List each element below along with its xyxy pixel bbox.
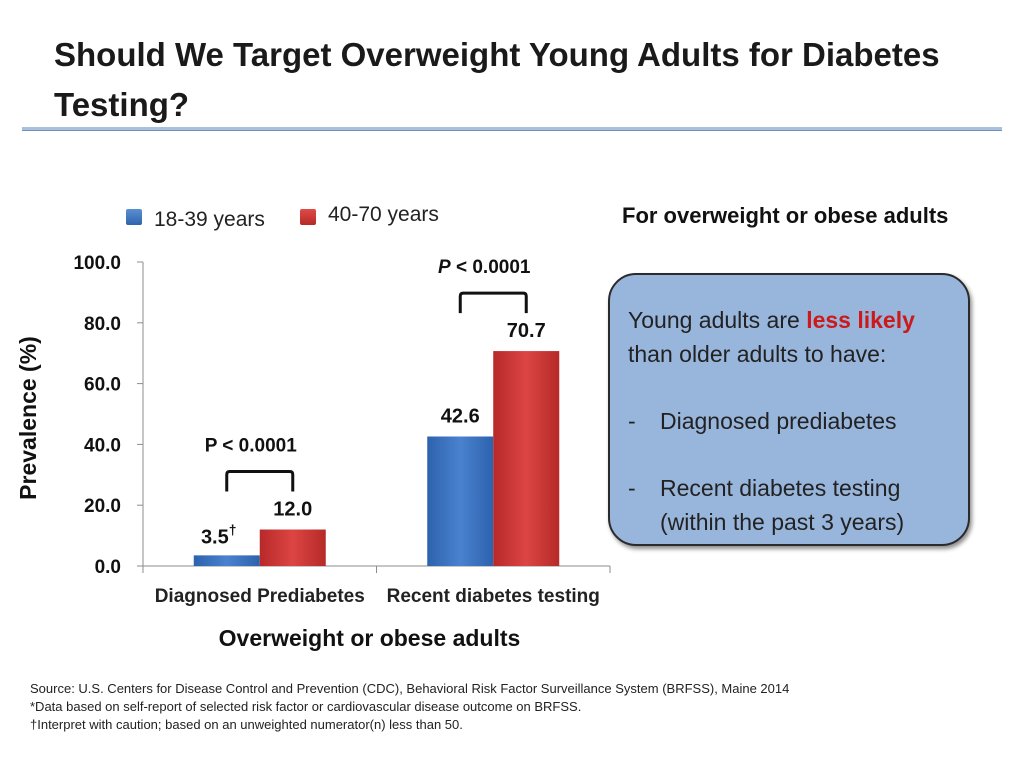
legend-label-18-39: 18-39 years bbox=[154, 208, 265, 231]
legend-label-40-70: 40-70 years bbox=[328, 203, 439, 226]
legend-swatch-red bbox=[300, 209, 316, 225]
footnote-self-report: *Data based on self-report of selected r… bbox=[30, 699, 582, 714]
y-axis-title: Prevalence (%) bbox=[15, 336, 41, 500]
bar-value-label: 42.6 bbox=[441, 405, 480, 427]
callout-intro-tail: than older adults to have: bbox=[628, 341, 887, 367]
bar-older-prediabetes bbox=[259, 529, 326, 566]
footnote-source: Source: U.S. Centers for Disease Control… bbox=[30, 681, 790, 696]
sidebar-heading: For overweight or obese adults bbox=[622, 203, 949, 228]
callout-intro: Young adults are less likely than older … bbox=[628, 303, 950, 371]
y-tick-label: 80.0 bbox=[84, 314, 121, 335]
bar-value-label: 12.0 bbox=[273, 499, 312, 521]
y-tick-label: 20.0 bbox=[84, 496, 121, 517]
bar-older-testing bbox=[493, 351, 560, 566]
summary-callout: Young adults are less likely than older … bbox=[608, 273, 970, 546]
bullet-text: Recent diabetes testing (within the past… bbox=[660, 475, 905, 535]
bar-value-label: 3.5† bbox=[201, 521, 237, 548]
p-symbol: P bbox=[438, 257, 451, 278]
footnote-caution: †Interpret with caution; based on an unw… bbox=[30, 717, 463, 732]
title-divider bbox=[22, 127, 1002, 131]
y-tick-label: 100.0 bbox=[73, 253, 121, 274]
legend-swatch-blue bbox=[126, 209, 142, 225]
significance-bracket bbox=[225, 470, 295, 492]
p-text: < 0.0001 bbox=[217, 436, 297, 457]
bullet-dash: - bbox=[628, 408, 636, 434]
y-tick-label: 0.0 bbox=[95, 557, 121, 578]
callout-bullet: - Recent diabetes testing (within the pa… bbox=[628, 471, 950, 539]
legend-item-40-70: 40-70 years bbox=[300, 203, 439, 229]
x-axis-title: Overweight or obese adults bbox=[219, 625, 521, 651]
callout-emphasis: less likely bbox=[806, 307, 915, 333]
x-tick-label: Recent diabetes testing bbox=[387, 586, 600, 607]
dagger-mark: † bbox=[229, 521, 237, 537]
y-tick-label: 60.0 bbox=[84, 375, 121, 396]
callout-intro-text: Young adults are bbox=[628, 307, 807, 333]
p-value-label: P < 0.0001 bbox=[205, 436, 298, 457]
callout-bullet: - Diagnosed prediabetes bbox=[628, 404, 950, 438]
slide-title: Should We Target Overweight Young Adults… bbox=[54, 36, 940, 123]
y-tick-label: 40.0 bbox=[84, 435, 121, 456]
p-symbol: P bbox=[205, 436, 218, 457]
footnotes: Source: U.S. Centers for Disease Control… bbox=[30, 680, 790, 734]
bullet-text: Diagnosed prediabetes bbox=[660, 408, 897, 434]
bullet-dash: - bbox=[628, 475, 636, 501]
significance-bracket bbox=[458, 291, 528, 314]
x-tick-label: Diagnosed Prediabetes bbox=[155, 586, 365, 607]
p-text: < 0.0001 bbox=[451, 257, 531, 278]
bar-young-testing bbox=[427, 436, 494, 566]
bar-young-prediabetes bbox=[193, 555, 260, 566]
bar-value-label: 70.7 bbox=[507, 320, 546, 342]
p-value-label: P < 0.0001 bbox=[438, 257, 531, 278]
legend-item-18-39: 18-39 years bbox=[126, 205, 265, 231]
